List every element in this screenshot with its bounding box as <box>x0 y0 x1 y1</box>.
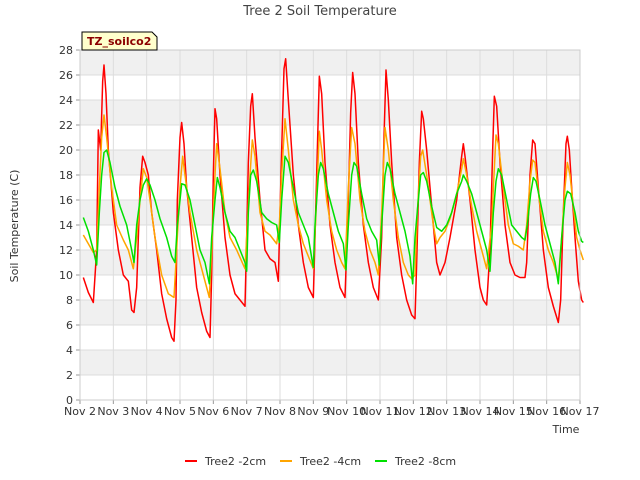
y-tick-label: 22 <box>59 119 73 132</box>
legend-label-1: Tree2 -2cm <box>204 455 266 468</box>
x-tick-label: Nov 12 <box>394 405 433 418</box>
series-line-3 <box>82 149 584 285</box>
y-tick-label: 24 <box>59 94 73 107</box>
y-tick-label: 4 <box>66 344 73 357</box>
grid-band <box>80 250 580 275</box>
x-tick-label: Nov 11 <box>361 405 400 418</box>
y-tick-label: 0 <box>66 394 73 407</box>
y-tick-label: 20 <box>59 144 73 157</box>
grid-band <box>80 150 580 175</box>
x-tick-label: Nov 14 <box>461 405 500 418</box>
x-tick-label: Nov 7 <box>231 405 263 418</box>
y-tick-label: 10 <box>59 269 73 282</box>
station-label: TZ_soilco2 <box>87 35 151 48</box>
x-tick-label: Nov 3 <box>97 405 129 418</box>
x-tick-label: Nov 6 <box>197 405 229 418</box>
x-axis-ticks: Nov 2 Nov 3 Nov 4 Nov 5 Nov 6 Nov 7 Nov 8 Nov 9… <box>64 400 599 418</box>
x-tick-label: Nov 5 <box>164 405 196 418</box>
x-tick-label: Nov 9 <box>297 405 329 418</box>
legend-label-2: Tree2 -4cm <box>299 455 361 468</box>
grid-band <box>80 300 580 325</box>
y-tick-label: 28 <box>59 44 73 57</box>
y-tick-label: 26 <box>59 69 73 82</box>
chart-title: Tree 2 Soil Temperature <box>242 4 397 19</box>
x-tick-label: Nov 15 <box>494 405 533 418</box>
station-label-box: TZ_soilco2 <box>81 31 158 51</box>
y-tick-label: 12 <box>59 244 73 257</box>
x-tick-label: Nov 8 <box>264 405 296 418</box>
y-tick-label: 2 <box>66 369 73 382</box>
y-tick-label: 16 <box>59 194 73 207</box>
x-tick-label: Nov 4 <box>131 405 163 418</box>
y-tick-label: 6 <box>66 319 73 332</box>
grid-band <box>80 350 580 375</box>
x-tick-label: Nov 13 <box>427 405 466 418</box>
series-lines <box>82 58 585 342</box>
y-axis-label: Soil Temperature (C) <box>8 170 21 283</box>
plot-frame <box>79 49 581 401</box>
x-axis-label: Time <box>552 423 580 436</box>
y-tick-label: 8 <box>66 294 73 307</box>
series-line-2 <box>82 114 585 299</box>
x-tick-label: Nov 16 <box>527 405 566 418</box>
x-tick-label: Nov 17 <box>561 405 600 418</box>
y-tick-label: 18 <box>59 169 73 182</box>
y-tick-label: 14 <box>59 219 73 232</box>
x-tick-label: Nov 2 <box>64 405 96 418</box>
legend: Tree2 -2cm Tree2 -4cm Tree2 -8cm <box>185 455 456 468</box>
legend-label-3: Tree2 -8cm <box>394 455 456 468</box>
grid-band <box>80 100 580 125</box>
x-tick-label: Nov 10 <box>327 405 366 418</box>
grid-band <box>80 50 580 75</box>
